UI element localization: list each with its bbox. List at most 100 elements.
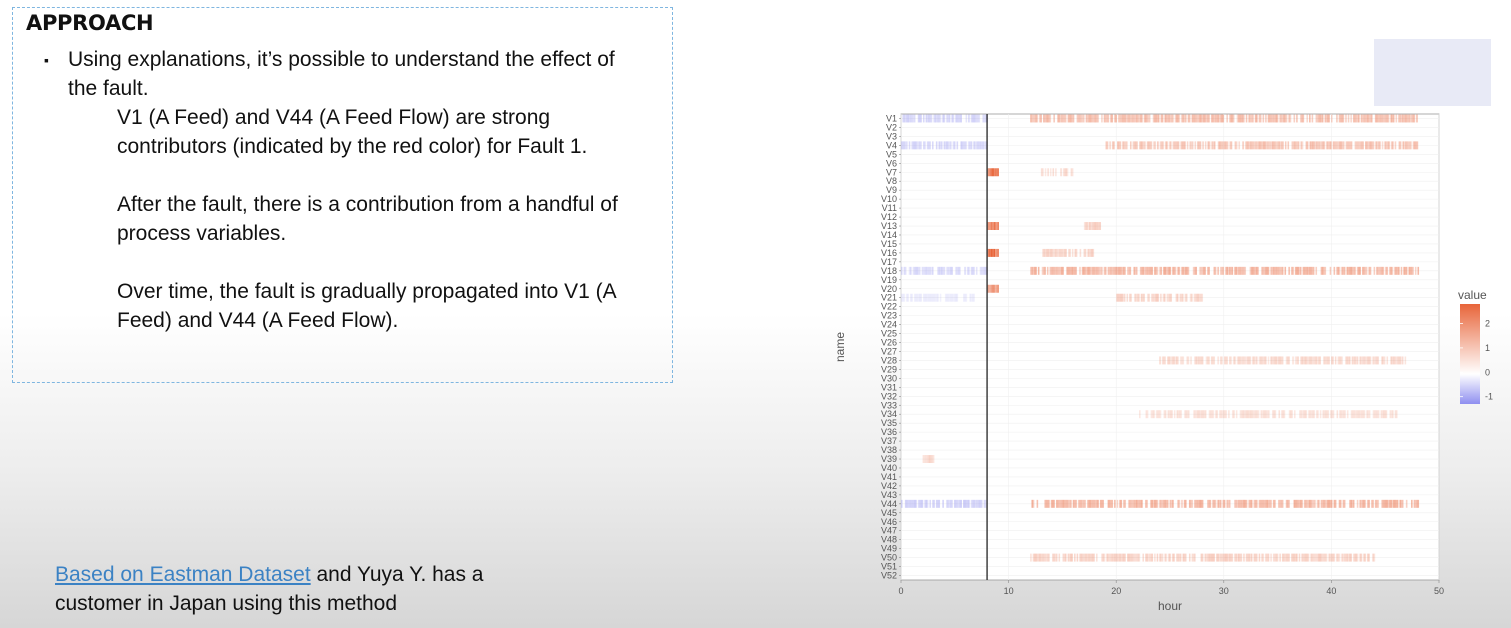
heatmap-cell — [1377, 266, 1380, 275]
heatmap-cell — [1194, 293, 1197, 302]
heatmap-cell — [902, 114, 904, 123]
heatmap-cell — [1299, 499, 1302, 508]
heatmap-cell — [1046, 248, 1048, 257]
heatmap-cell — [1254, 266, 1257, 275]
heatmap-cell — [1132, 141, 1135, 150]
heatmap-cell — [1221, 266, 1223, 275]
heatmap-cell — [1235, 266, 1238, 275]
heatmap-cell — [947, 499, 950, 508]
heatmap-cell — [1234, 356, 1236, 365]
heatmap-cell — [1210, 356, 1213, 365]
heatmap-cell — [1315, 410, 1318, 419]
heatmap-cell — [931, 293, 934, 302]
heatmap-cell — [1178, 266, 1181, 275]
heatmap-cell — [1207, 553, 1209, 562]
heatmap-cell — [1064, 553, 1067, 562]
heatmap-cell — [915, 141, 917, 150]
heatmap-cell — [1164, 553, 1166, 562]
heatmap-cell — [981, 499, 983, 508]
heatmap-cell — [1361, 141, 1363, 150]
heatmap-cell — [1319, 141, 1322, 150]
heatmap-cell — [1069, 248, 1071, 257]
heatmap-cell — [1035, 266, 1037, 275]
heatmap-cell — [1093, 553, 1095, 562]
heatmap-cell — [1238, 499, 1240, 508]
heatmap-cell — [1046, 266, 1049, 275]
heatmap-cell — [1125, 114, 1128, 123]
heatmap-cell — [1367, 356, 1369, 365]
heatmap-cell — [1168, 266, 1170, 275]
heatmap-cell — [1278, 499, 1280, 508]
heatmap-cell — [1101, 114, 1103, 123]
heatmap-cell — [1354, 114, 1356, 123]
heatmap-cell — [997, 248, 1000, 257]
heatmap-cell — [1340, 114, 1342, 123]
heatmap-cell — [1136, 293, 1139, 302]
heatmap-cell — [1062, 553, 1064, 562]
heatmap-cell — [956, 499, 959, 508]
heatmap-cell — [1128, 114, 1130, 123]
heatmap-cell — [1039, 114, 1041, 123]
heatmap-cell — [1274, 553, 1276, 562]
heatmap-cell — [942, 266, 944, 275]
heatmap-cell — [966, 499, 969, 508]
heatmap-cell — [1278, 356, 1280, 365]
heatmap-cell — [1138, 553, 1141, 562]
heatmap-cell — [1117, 266, 1120, 275]
heatmap-cell — [1172, 114, 1174, 123]
heatmap-cell — [1256, 266, 1258, 275]
heatmap-cell — [1303, 553, 1306, 562]
heatmap-cell — [1083, 553, 1085, 562]
heatmap-cell — [1218, 114, 1221, 123]
heatmap-cell — [984, 499, 987, 508]
heatmap-cell — [1181, 356, 1183, 365]
heatmap-cell — [1262, 499, 1265, 508]
heatmap-cell — [901, 141, 903, 150]
heatmap-cell — [1338, 356, 1341, 365]
heatmap-cell — [1052, 248, 1055, 257]
y-tick-label: V2 — [886, 122, 897, 132]
heatmap-cell — [1032, 499, 1035, 508]
heatmap-cell — [1272, 266, 1275, 275]
heatmap-cell — [1309, 499, 1311, 508]
heatmap-cell — [1079, 266, 1081, 275]
heatmap-cell — [929, 293, 931, 302]
heatmap-cell — [1208, 141, 1211, 150]
heatmap-cell — [1179, 356, 1182, 365]
heatmap-cell — [1240, 114, 1243, 123]
heatmap-cell — [937, 114, 939, 123]
heatmap-cell — [1281, 499, 1284, 508]
heatmap-cell — [1053, 248, 1056, 257]
heatmap-cell — [1287, 356, 1289, 365]
heatmap-cell — [1223, 499, 1226, 508]
heatmap-cell — [1129, 141, 1132, 150]
y-tick-label: V23 — [881, 311, 897, 321]
heatmap-cell — [1123, 141, 1126, 150]
heatmap-cell — [1324, 499, 1327, 508]
heatmap-cell — [1301, 141, 1304, 150]
heatmap-cell — [1374, 499, 1377, 508]
heatmap-cell — [1251, 141, 1253, 150]
heatmap-cell — [928, 141, 930, 150]
heatmap-cell — [1163, 356, 1165, 365]
heatmap-cell — [1334, 499, 1337, 508]
heatmap-cell — [1108, 553, 1111, 562]
heatmap-cell — [1340, 410, 1343, 419]
heatmap-cell — [1112, 553, 1115, 562]
heatmap-cell — [1333, 141, 1336, 150]
heatmap-cell — [1392, 356, 1395, 365]
heatmap-cell — [1276, 114, 1279, 123]
heatmap-cell — [1332, 553, 1334, 562]
y-tick-label: V28 — [881, 355, 897, 365]
heatmap-cell — [1049, 248, 1052, 257]
heatmap-cell — [1416, 114, 1418, 123]
heatmap-cell — [965, 293, 968, 302]
heatmap-cell — [911, 141, 913, 150]
heatmap-cell — [952, 114, 955, 123]
eastman-dataset-link[interactable]: Based on Eastman Dataset — [55, 563, 311, 586]
heatmap-cell — [1272, 114, 1275, 123]
heatmap-cell — [1236, 266, 1239, 275]
heatmap-cell — [1176, 141, 1179, 150]
heatmap-cell — [1183, 114, 1186, 123]
y-tick-label: V22 — [881, 302, 897, 312]
